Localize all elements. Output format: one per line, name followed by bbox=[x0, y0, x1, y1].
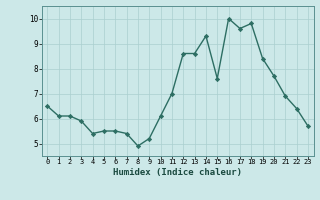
X-axis label: Humidex (Indice chaleur): Humidex (Indice chaleur) bbox=[113, 168, 242, 177]
